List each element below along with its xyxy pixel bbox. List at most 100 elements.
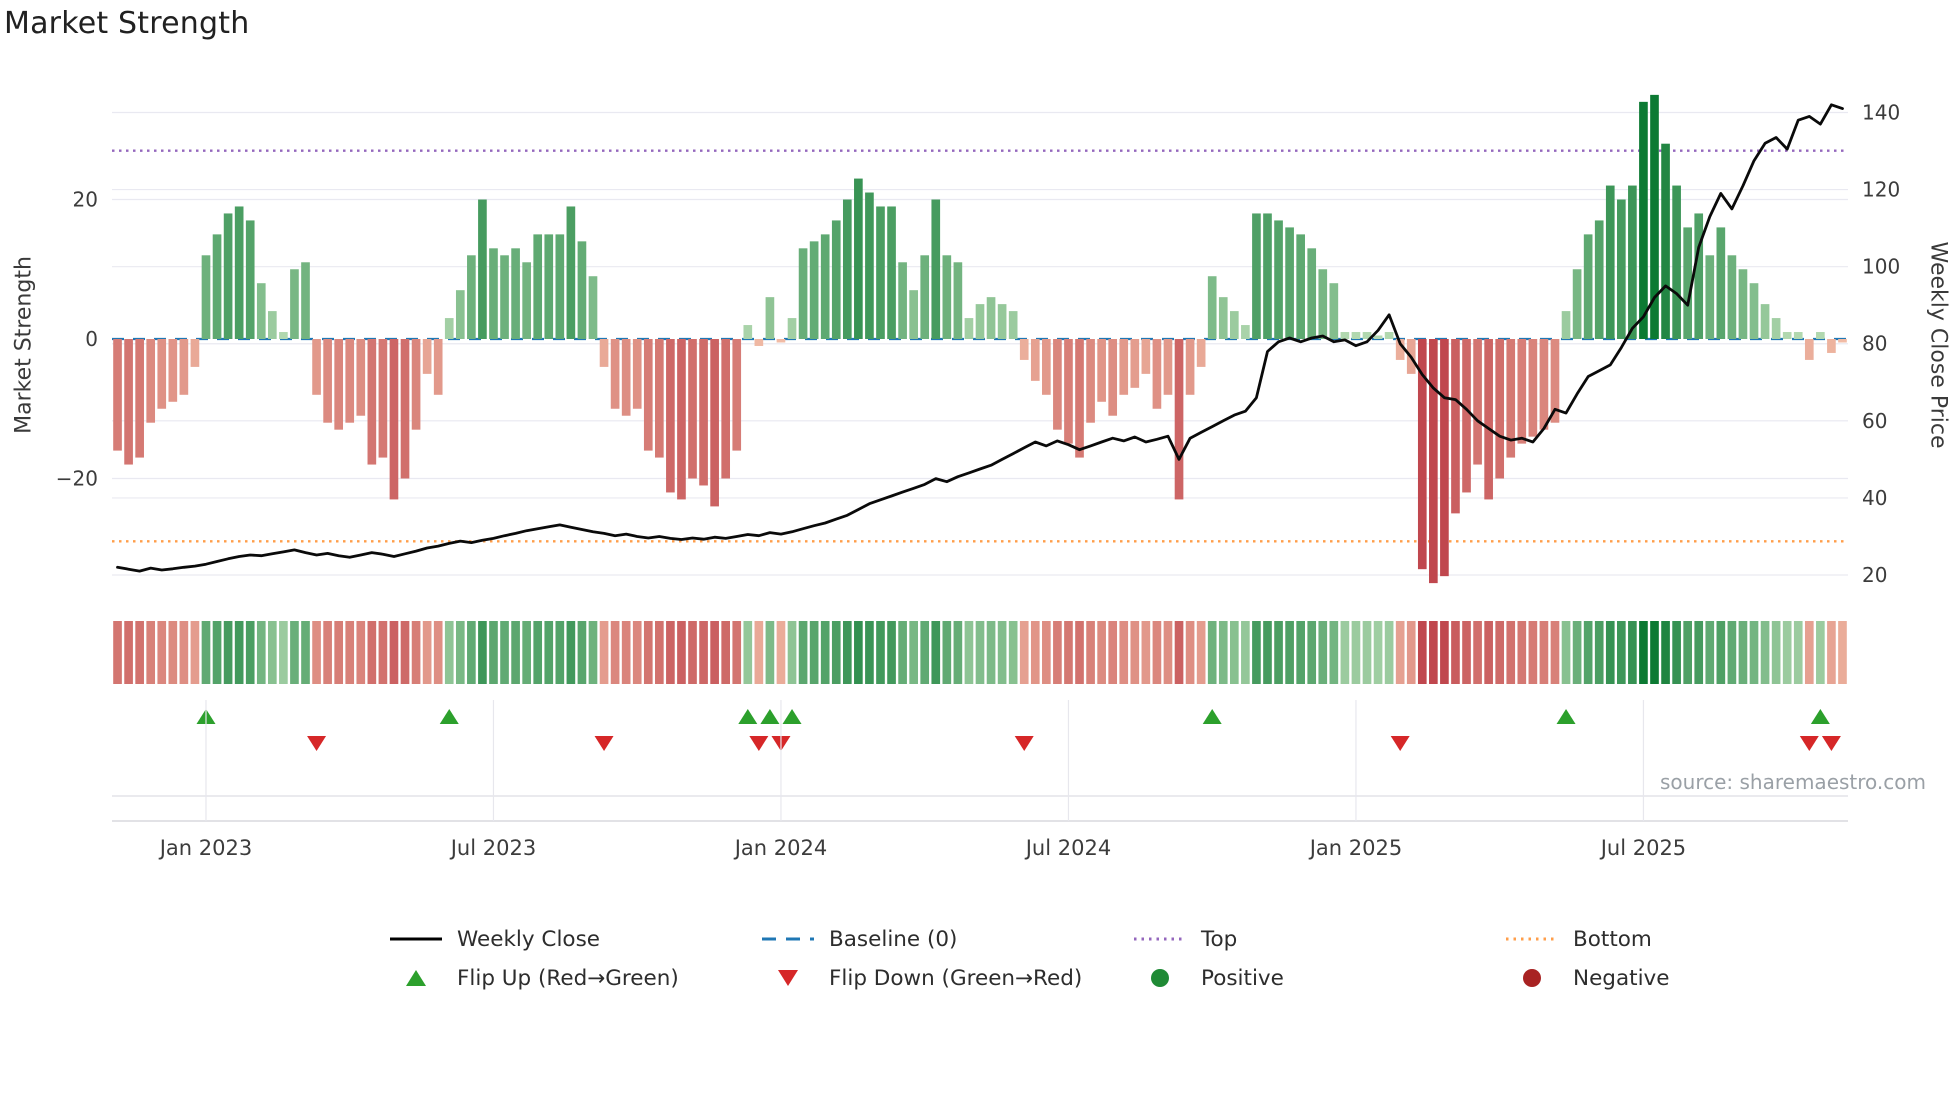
strength-bar (1738, 269, 1748, 339)
heatmap-cell (1351, 621, 1361, 684)
strength-bar (190, 339, 200, 367)
heatmap-cell (1152, 621, 1162, 684)
heatmap-cell (1241, 621, 1250, 684)
strength-bar (787, 318, 797, 339)
heatmap-cell (732, 621, 742, 684)
heatmap-cell (1827, 621, 1836, 684)
strength-bar (157, 339, 167, 409)
axis-tick-label: Jan 2023 (158, 836, 253, 860)
heatmap-cell (577, 621, 587, 684)
heatmap-cell (555, 621, 565, 684)
legend-label: Bottom (1573, 926, 1652, 952)
flip-up-marker (782, 709, 802, 724)
strength-bar (422, 339, 432, 374)
strength-bar (1174, 339, 1184, 500)
strength-bar (820, 234, 830, 339)
heatmap-cell (190, 621, 200, 684)
heatmap-cell (345, 621, 355, 684)
heatmap-cell (710, 621, 719, 684)
legend-item-weekly-close: Weekly Close (388, 924, 760, 954)
flip-down-marker (749, 736, 769, 751)
strength-bar (942, 255, 952, 339)
heatmap-cell (1782, 621, 1792, 684)
heatmap-cell (1705, 621, 1715, 684)
strength-bar (356, 339, 366, 416)
heatmap-cell (1628, 621, 1637, 684)
strength-bar (1384, 332, 1394, 339)
heatmap-cell (533, 621, 543, 684)
axis-tick-label: 40 (1862, 486, 1887, 510)
strength-bar (666, 339, 675, 493)
heatmap-cell (1097, 621, 1106, 684)
strength-bar (334, 339, 344, 430)
heatmap-cell (334, 621, 344, 684)
solid-line-icon (390, 937, 442, 941)
axis-tick-label: 80 (1862, 332, 1887, 356)
heatmap-cell (356, 621, 366, 684)
strength-bar (389, 339, 399, 500)
flip-up-marker (760, 709, 780, 724)
heatmap-cell (146, 621, 156, 684)
strength-bar (765, 297, 775, 339)
strength-bar (1572, 269, 1582, 339)
strength-bar (1539, 339, 1549, 430)
strength-bar (566, 206, 576, 339)
heatmap-cell (754, 621, 764, 684)
strength-bar (1152, 339, 1162, 409)
strength-bar (411, 339, 421, 430)
axis-tick-label: 20 (1862, 563, 1887, 587)
heatmap-cell (1771, 621, 1781, 684)
flip-down-marker (1014, 736, 1034, 751)
axis-tick-label: Jul 2025 (1599, 836, 1686, 860)
strength-bar (1318, 269, 1328, 339)
strength-bar (478, 199, 487, 339)
strength-bar (223, 213, 233, 339)
strength-bar (1561, 311, 1571, 339)
heatmap-cell (268, 621, 277, 684)
heatmap-cell (179, 621, 189, 684)
strength-bar (754, 339, 764, 346)
strength-bar (544, 234, 554, 339)
heatmap-cell (1075, 621, 1084, 684)
heatmap-cell (842, 621, 852, 684)
heatmap-cell (566, 621, 576, 684)
heatmap-cell (500, 621, 509, 684)
strength-heatmap (113, 621, 1847, 684)
strength-bar (1042, 339, 1051, 395)
heatmap-cell (588, 621, 598, 684)
strength-bar (1075, 339, 1084, 458)
heatmap-cell (201, 621, 211, 684)
strength-bar (1760, 304, 1770, 339)
heatmap-cell (1650, 621, 1659, 684)
strength-bar (1241, 325, 1250, 339)
heatmap-cell (1749, 621, 1759, 684)
strength-bar (1119, 339, 1129, 395)
legend-item-flip-up-red-green: Flip Up (Red→Green) (388, 963, 760, 993)
heatmap-cell (776, 621, 786, 684)
chart-legend: Weekly Close Baseline (0) Top Bottom Flip Up… (388, 924, 1876, 993)
heatmap-cell (1064, 621, 1073, 684)
flip-up-marker (439, 709, 459, 724)
left-axis-title: Market Strength (11, 256, 37, 434)
strength-bar (1793, 332, 1803, 339)
heatmap-cell (1561, 621, 1571, 684)
heatmap-cell (1042, 621, 1051, 684)
heatmap-cell (1716, 621, 1726, 684)
strength-bar (1550, 339, 1560, 423)
strength-bar (865, 192, 874, 339)
heatmap-cell (522, 621, 531, 684)
strength-bar (301, 262, 310, 339)
heatmap-cell (599, 621, 609, 684)
strength-bar (1473, 339, 1482, 465)
heatmap-cell (699, 621, 708, 684)
heatmap-cell (688, 621, 697, 684)
heatmap-cell (1583, 621, 1593, 684)
strength-bar (1462, 339, 1471, 493)
strength-bar (831, 220, 841, 339)
strength-bar (776, 339, 786, 343)
heatmap-cell (279, 621, 288, 684)
heatmap-cell (743, 621, 753, 684)
heatmap-cell (1086, 621, 1095, 684)
heatmap-cell (1141, 621, 1151, 684)
page-title: Market Strength (4, 6, 250, 41)
